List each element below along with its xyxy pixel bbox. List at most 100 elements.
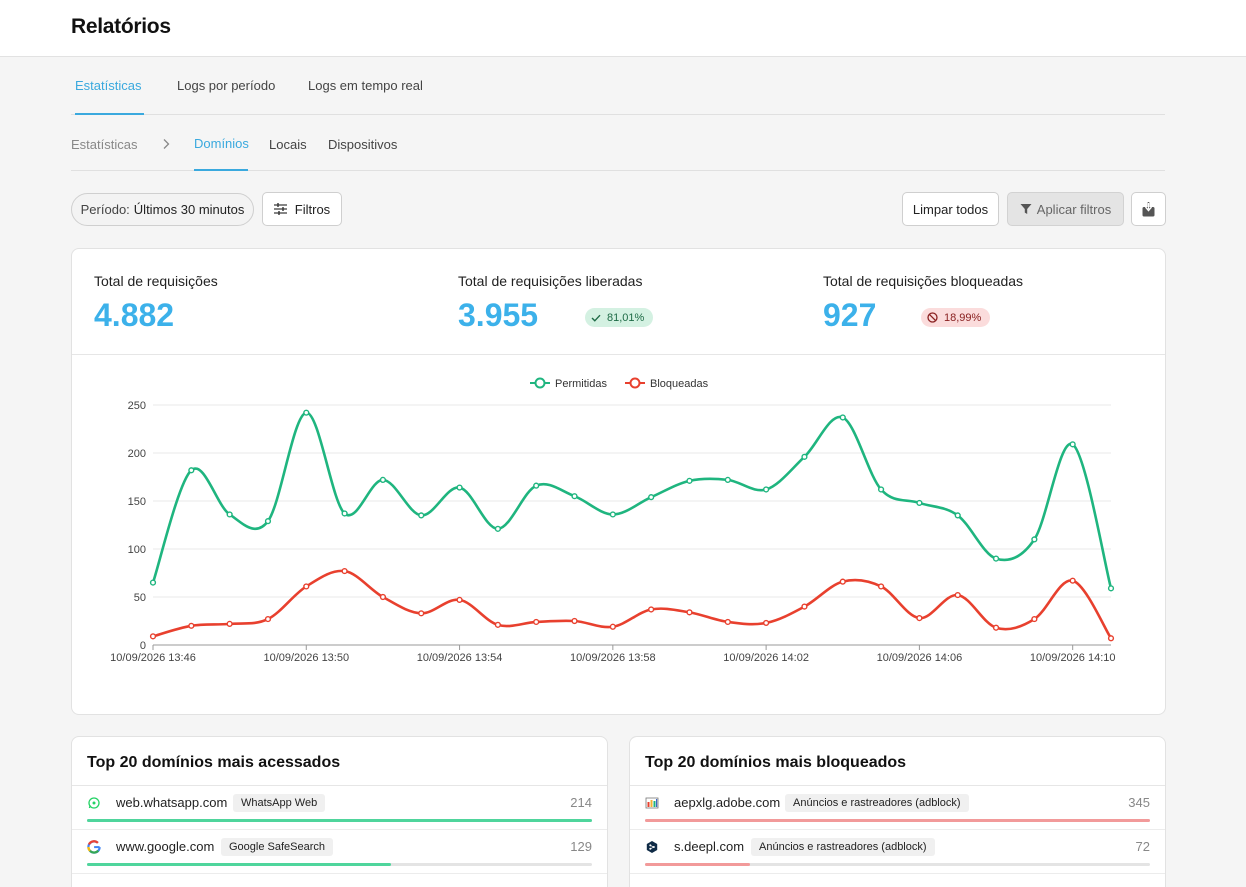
domain-name: web.whatsapp.com: [116, 795, 228, 810]
top-accessed-row[interactable]: www.google.com Google SafeSearch 129: [72, 830, 607, 874]
legend-label-permitidas: Permitidas: [555, 378, 607, 390]
share-bar-fill: [645, 863, 751, 866]
share-bar: [645, 819, 1150, 822]
stat-blocked-label: Total de requisições bloqueadas: [823, 273, 1024, 289]
clear-all-button[interactable]: Limpar todos: [902, 192, 999, 226]
data-point-bloqueadas: [379, 593, 387, 601]
legend-marker-permitidas: [534, 377, 546, 389]
stat-total-label: Total de requisições: [94, 273, 218, 289]
y-tick-label: 0: [140, 640, 146, 652]
data-point-bloqueadas: [724, 618, 731, 626]
x-tick-label: 10/09/2026 13:46: [110, 652, 196, 664]
list-divider: [630, 785, 1165, 786]
breadcrumb[interactable]: Estatísticas: [71, 137, 138, 152]
stat-allowed-label: Total de requisições liberadas: [458, 273, 643, 289]
sub-tabs: Estatísticas Domínios Locais Dispositivo…: [71, 116, 1165, 171]
top-blocked-row[interactable]: aepxlg.adobe.com Anúncios e rastreadores…: [630, 786, 1165, 830]
deepl-icon: [646, 841, 658, 853]
data-point-permitidas: [763, 486, 770, 493]
data-point-permitidas: [341, 510, 348, 517]
block-icon: [927, 312, 938, 323]
data-point-permitidas: [379, 476, 387, 483]
top-blocked-title: Top 20 domínios mais bloqueados: [645, 754, 907, 771]
data-point-permitidas: [609, 511, 616, 518]
chevron-right-icon: [163, 139, 170, 149]
blocked-percent: 18,99%: [944, 311, 982, 324]
share-bar-fill: [87, 863, 392, 866]
data-point-permitidas: [418, 512, 425, 519]
blocked-percent-badge: 18,99%: [921, 308, 991, 327]
period-value: Últimos 30 minutos: [133, 202, 245, 217]
subtab-locais[interactable]: Locais: [269, 137, 307, 152]
top-blocked-row[interactable]: s.deepl.com Anúncios e rastreadores (adb…: [630, 830, 1165, 874]
top-accessed-title: Top 20 domínios mais acessados: [87, 754, 341, 771]
data-point-bloqueadas: [341, 567, 348, 575]
tab-estatisticas[interactable]: Estatísticas: [75, 57, 144, 115]
subtab-dispositivos[interactable]: Dispositivos: [328, 137, 398, 152]
stat-blocked-value: 927: [823, 297, 877, 333]
google-icon: [87, 840, 101, 854]
data-point-permitidas: [571, 493, 578, 500]
whatsapp-icon: [88, 797, 100, 809]
domain-name: s.deepl.com: [674, 839, 745, 854]
y-tick-label: 250: [128, 400, 146, 412]
data-point-bloqueadas: [494, 621, 501, 628]
share-bar-fill: [87, 819, 592, 822]
data-point-permitidas: [648, 494, 655, 501]
data-point-bloqueadas: [303, 583, 310, 590]
data-point-bloqueadas: [839, 578, 846, 585]
data-point-permitidas: [801, 453, 808, 460]
subtab-dominios[interactable]: Domínios: [194, 116, 249, 171]
category-tag: Google SafeSearch: [221, 838, 334, 856]
data-point-bloqueadas: [571, 617, 578, 625]
data-point-bloqueadas: [648, 606, 655, 613]
stat-total: Total de requisições 4.882: [94, 273, 218, 333]
data-point-permitidas: [916, 499, 923, 507]
data-point-bloqueadas: [992, 624, 1000, 631]
data-point-permitidas: [724, 476, 731, 483]
top-accessed-row[interactable]: web.whatsapp.com WhatsApp Web 214: [72, 786, 607, 830]
tab-logs-em-tempo-real[interactable]: Logs em tempo real: [308, 78, 423, 93]
data-point-bloqueadas: [149, 633, 157, 640]
page-title: Relatórios: [71, 15, 171, 38]
data-point-permitidas: [494, 525, 501, 532]
data-point-bloqueadas: [533, 618, 540, 626]
x-tick-label: 10/09/2026 13:50: [263, 652, 349, 664]
top-bar: Relatórios: [0, 0, 1246, 57]
apply-filters-button[interactable]: Aplicar filtros: [1007, 192, 1124, 226]
stats-divider: [72, 354, 1165, 355]
sliders-icon: [273, 203, 287, 215]
filters-button[interactable]: Filtros: [262, 192, 342, 226]
data-point-bloqueadas: [609, 623, 616, 630]
data-point-bloqueadas: [916, 615, 923, 622]
category-tag: Anúncios e rastreadores (adblock): [785, 794, 969, 812]
data-point-permitidas: [877, 486, 885, 493]
data-point-permitidas: [188, 467, 195, 474]
data-point-bloqueadas: [877, 583, 885, 590]
data-point-permitidas: [992, 555, 1000, 562]
data-point-permitidas: [1069, 441, 1076, 448]
category-tag: Anúncios e rastreadores (adblock): [751, 838, 935, 856]
x-tick-label: 10/09/2026 13:54: [417, 652, 503, 664]
y-tick-label: 50: [134, 592, 146, 604]
top-accessed-card: Top 20 domínios mais acessados web.whats…: [71, 736, 608, 887]
data-point-bloqueadas: [264, 615, 272, 623]
y-tick-label: 100: [128, 544, 146, 556]
request-count: 214: [570, 795, 592, 810]
period-selector[interactable]: Período: Últimos 30 minutos: [71, 193, 254, 226]
data-point-permitidas: [264, 518, 272, 525]
tab-logs-por-periodo[interactable]: Logs por período: [177, 78, 276, 93]
category-tag: WhatsApp Web: [233, 794, 326, 812]
request-count: 129: [570, 839, 592, 854]
list-divider: [72, 785, 607, 786]
x-tick-label: 10/09/2026 14:06: [877, 652, 963, 664]
legend-label-bloqueadas: Bloqueadas: [650, 378, 709, 390]
x-tick-label: 10/09/2026 13:58: [570, 652, 656, 664]
data-point-permitidas: [533, 482, 540, 489]
x-tick-label: 10/09/2026 14:10: [1030, 652, 1116, 664]
export-button[interactable]: [1131, 192, 1166, 226]
share-bar: [87, 863, 592, 866]
data-point-bloqueadas: [1031, 615, 1038, 623]
data-point-permitidas: [149, 579, 157, 586]
domain-name: aepxlg.adobe.com: [674, 795, 781, 810]
